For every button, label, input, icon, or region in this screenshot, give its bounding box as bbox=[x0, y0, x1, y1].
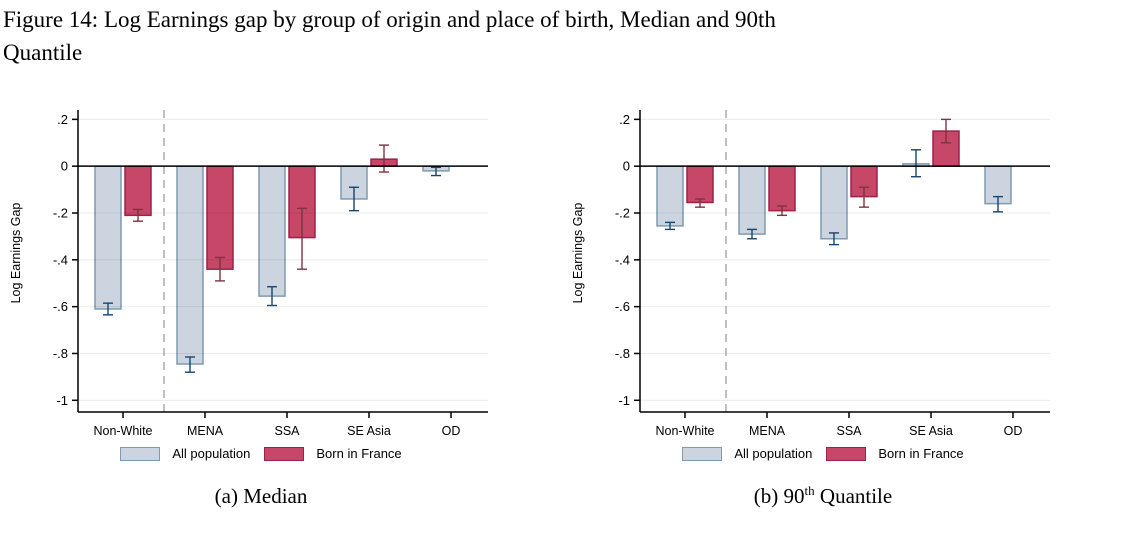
svg-text:MENA: MENA bbox=[749, 424, 786, 438]
caption-quantile-suffix: Quantile bbox=[814, 484, 893, 508]
median-ylabel-wrap: Log Earnings Gap bbox=[0, 96, 26, 444]
legend-item-born-in-france: Born in France bbox=[264, 446, 402, 461]
legend-swatch-all-population bbox=[682, 446, 723, 461]
quantile-ylabel-wrap: Log Earnings Gap bbox=[562, 96, 588, 444]
svg-text:-.4: -.4 bbox=[615, 252, 630, 267]
legend-label-born-in-france: Born in France bbox=[316, 446, 402, 461]
figure-title: Figure 14: Log Earnings gap by group of … bbox=[3, 4, 1083, 69]
legend-swatch-born-in-france bbox=[826, 446, 867, 461]
svg-text:-.2: -.2 bbox=[615, 206, 630, 221]
figure-title-line2: Quantile bbox=[3, 39, 83, 65]
svg-text:-.8: -.8 bbox=[615, 346, 630, 361]
svg-text:MENA: MENA bbox=[187, 424, 224, 438]
quantile-legend: All population Born in France bbox=[588, 446, 1058, 461]
quantile-bar-chart: .2 0 -.2 -.4 -.6 -.8 -1 Non-White MENA SSA SE Asia… bbox=[615, 110, 1050, 438]
y-axis-label: Log Earnings Gap bbox=[571, 202, 585, 304]
caption-median-text: (a) Median bbox=[214, 484, 308, 508]
legend-label-born-in-france: Born in France bbox=[878, 446, 964, 461]
figure-title-line1: Figure 14: Log Earnings gap by group of … bbox=[3, 7, 776, 32]
median-chart-row: Log Earnings Gap .2 0 -.2 -.4 -.6 -.8 -1 Non-Wh… bbox=[0, 96, 496, 444]
svg-text:0: 0 bbox=[623, 159, 630, 174]
svg-text:-1: -1 bbox=[56, 393, 68, 408]
svg-text:SSA: SSA bbox=[274, 424, 300, 438]
caption-median: (a) Median bbox=[26, 483, 496, 509]
svg-text:-.2: -.2 bbox=[53, 206, 68, 221]
svg-text:-1: -1 bbox=[618, 393, 630, 408]
svg-text:SE Asia: SE Asia bbox=[347, 424, 391, 438]
svg-text:.2: .2 bbox=[619, 112, 630, 127]
svg-text:SSA: SSA bbox=[836, 424, 862, 438]
legend-label-all-population: All population bbox=[734, 446, 813, 461]
median-legend: All population Born in France bbox=[26, 446, 496, 461]
svg-text:-.6: -.6 bbox=[615, 299, 630, 314]
svg-text:.2: .2 bbox=[57, 112, 68, 127]
panel-90th-quantile: Log Earnings Gap .2 0 -.2 -.4 -.6 -.8 -1 Non-Wh… bbox=[562, 96, 1124, 509]
svg-text:-.4: -.4 bbox=[53, 252, 68, 267]
median-bar-chart: .2 0 -.2 -.4 -.6 -.8 -1 Non-White MENA SSA SE Asia… bbox=[53, 110, 488, 438]
legend-item-all-population: All population bbox=[682, 446, 812, 461]
caption-90th-quantile: (b) 90th Quantile bbox=[588, 483, 1058, 509]
svg-text:-.6: -.6 bbox=[53, 299, 68, 314]
legend-item-all-population: All population bbox=[120, 446, 250, 461]
svg-text:SE Asia: SE Asia bbox=[909, 424, 953, 438]
panels-row: Log Earnings Gap .2 0 -.2 -.4 -.6 -.8 -1 Non-Wh… bbox=[0, 96, 1124, 509]
svg-text:OD: OD bbox=[442, 424, 461, 438]
svg-text:OD: OD bbox=[1004, 424, 1023, 438]
caption-quantile-sup: th bbox=[804, 483, 815, 498]
caption-quantile-text: (b) 90 bbox=[753, 484, 805, 508]
legend-label-all-population: All population bbox=[172, 446, 251, 461]
legend-item-born-in-france: Born in France bbox=[826, 446, 964, 461]
svg-text:-.8: -.8 bbox=[53, 346, 68, 361]
svg-text:Non-White: Non-White bbox=[93, 424, 152, 438]
quantile-chart-row: Log Earnings Gap .2 0 -.2 -.4 -.6 -.8 -1 Non-Wh… bbox=[562, 96, 1058, 444]
legend-swatch-all-population bbox=[120, 446, 161, 461]
panel-median: Log Earnings Gap .2 0 -.2 -.4 -.6 -.8 -1 Non-Wh… bbox=[0, 96, 562, 509]
legend-swatch-born-in-france bbox=[264, 446, 305, 461]
svg-text:Non-White: Non-White bbox=[655, 424, 714, 438]
svg-text:0: 0 bbox=[61, 159, 68, 174]
y-axis-label: Log Earnings Gap bbox=[9, 202, 23, 304]
